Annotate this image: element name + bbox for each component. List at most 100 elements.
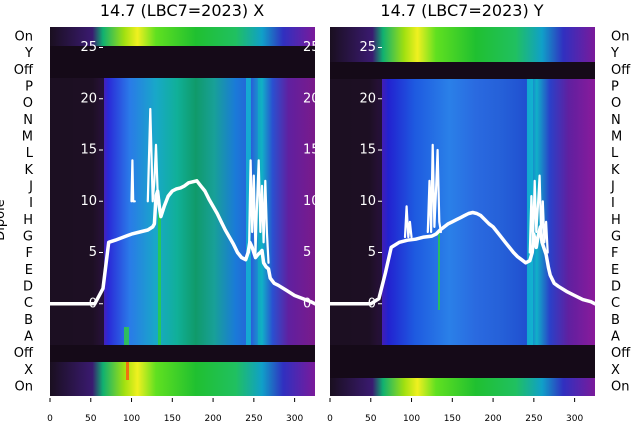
x-tick-label: 150	[164, 414, 181, 424]
dipole-label: G	[23, 230, 33, 245]
dipole-label: D	[23, 280, 33, 295]
dipole-label: J	[28, 180, 33, 195]
y-tick-label: 5	[368, 245, 376, 260]
dipole-label: On	[15, 380, 33, 395]
dipole-label: N	[611, 113, 621, 128]
dipole-label: K	[24, 163, 33, 178]
y-tick-label-right: 10	[303, 194, 320, 209]
x-tick-label: 150	[444, 414, 461, 424]
dipole-label: I	[611, 196, 615, 211]
dipole-label: On	[15, 30, 33, 45]
dipole-label: C	[611, 296, 620, 311]
dipole-label: H	[611, 213, 621, 228]
dipole-label: P	[611, 80, 619, 95]
dipole-label: On	[611, 30, 629, 45]
dipole-label: F	[26, 246, 33, 261]
y-tick-label: 10	[359, 194, 376, 209]
main-profile-line	[330, 210, 595, 306]
x-tick-label: 50	[85, 414, 97, 424]
y-tick-label-right: 20	[303, 91, 320, 106]
dipole-label: M	[22, 130, 33, 145]
dipole-label: N	[23, 113, 33, 128]
dipole-label: O	[23, 96, 33, 111]
dipole-label: L	[26, 146, 34, 161]
right-top-bright-band	[330, 27, 595, 62]
dipole-label: M	[611, 130, 622, 145]
y-tick-label-right: 25	[303, 40, 320, 55]
dipole-label: On	[611, 380, 629, 395]
y-tick-label: 25	[80, 40, 97, 55]
dipole-label: Y	[610, 46, 619, 61]
dipole-label: B	[24, 313, 33, 328]
right-panel: 14.7 (LBC7=2023) Y OnYOffPONMLKJIHGFEDCB…	[327, 1, 631, 424]
right-panel-title: 14.7 (LBC7=2023) Y	[380, 1, 543, 20]
dipole-label: Y	[24, 46, 33, 61]
x-tick-label: 50	[365, 414, 377, 424]
y-tick-label-right: 0	[303, 296, 311, 311]
y-tick-label-right: 5	[303, 245, 311, 260]
left-upper-dark-band	[50, 46, 315, 78]
x-tick-label: 100	[123, 414, 140, 424]
dipole-label: G	[611, 230, 621, 245]
x-tick-label: 100	[403, 414, 420, 424]
left-panel: 14.7 (LBC7=2023) X Dipole OnYOffPONMLKJI…	[0, 1, 320, 424]
x-tick-label: 300	[566, 414, 583, 424]
right-bottom-bright-band	[330, 378, 595, 396]
right-upper-dark-band	[330, 62, 595, 79]
dipole-label: X	[611, 363, 620, 378]
x-tick-label: 300	[286, 414, 303, 424]
y-tick-label: 25	[359, 40, 376, 55]
left-bottom-bright-band	[50, 362, 315, 396]
dipole-label: Off	[14, 63, 34, 78]
x-tick-label: 200	[484, 414, 501, 424]
dipole-label: D	[611, 280, 621, 295]
dipole-label: E	[25, 263, 33, 278]
dipole-label: A	[611, 330, 620, 345]
y-axis-label: Dipole	[0, 199, 8, 240]
y-tick-label: 0	[368, 296, 376, 311]
dipole-label: F	[611, 246, 618, 261]
dipole-label: P	[25, 80, 33, 95]
spike-line	[528, 174, 549, 254]
y-tick-label: 20	[80, 91, 97, 106]
spike-line	[130, 159, 136, 203]
dipole-label: O	[611, 96, 621, 111]
right-y-ticks: 0 5 10 15 20 25	[359, 40, 382, 311]
spike-line	[403, 205, 413, 239]
right-x-ticks: 0 50 100 150 200 250 300	[327, 398, 583, 424]
y-tick-label: 20	[359, 91, 376, 106]
x-tick-label: 200	[204, 414, 221, 424]
y-tick-label: 15	[359, 143, 376, 158]
dipole-label: B	[611, 313, 620, 328]
left-x-ticks: 0 50 100 150 200 250 300	[47, 398, 303, 424]
x-tick-label: 250	[525, 414, 542, 424]
dipole-label: E	[611, 263, 619, 278]
y-tick-label: 5	[89, 245, 97, 260]
dipole-label: K	[611, 163, 620, 178]
main-profile-line	[50, 179, 315, 306]
right-curves	[330, 143, 595, 306]
spike-line	[426, 143, 442, 234]
dipole-label: A	[24, 330, 33, 345]
dipole-label: C	[24, 296, 33, 311]
y-tick-label: 15	[80, 143, 97, 158]
left-panel-title: 14.7 (LBC7=2023) X	[100, 1, 264, 20]
spike-line	[146, 107, 161, 203]
dipole-label: H	[23, 213, 33, 228]
spike-line	[247, 159, 270, 264]
dipole-label: J	[610, 180, 615, 195]
dipole-label: Off	[14, 346, 34, 361]
left-cyan-column	[246, 78, 251, 345]
left-top-bright-band	[50, 27, 315, 46]
dipole-label: X	[24, 363, 33, 378]
x-tick-label: 250	[245, 414, 262, 424]
x-tick-label: 0	[327, 414, 333, 424]
x-tick-label: 0	[47, 414, 53, 424]
y-tick-label: 0	[89, 296, 97, 311]
left-green-streak	[158, 212, 161, 345]
right-green-streak	[438, 230, 440, 310]
dipole-label: Off	[611, 63, 631, 78]
